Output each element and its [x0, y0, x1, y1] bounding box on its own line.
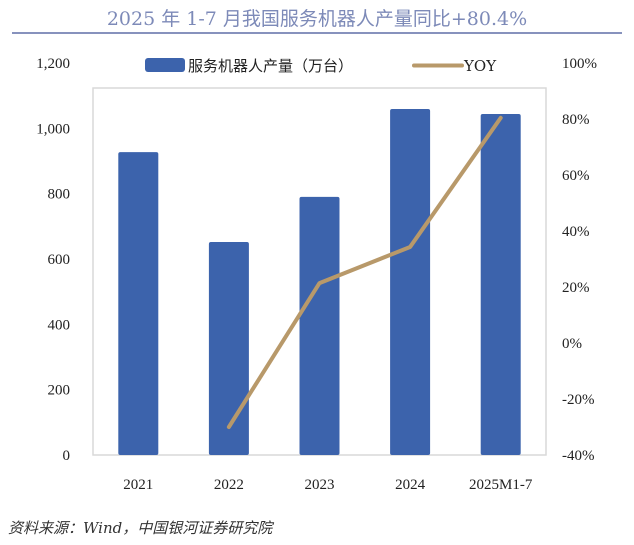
- bar-2021: [118, 152, 159, 455]
- right-axis-tick: 20%: [562, 280, 590, 296]
- title-divider: [12, 32, 622, 34]
- x-axis-tick: 2021: [123, 477, 153, 493]
- bar-2024: [390, 109, 431, 455]
- bar-2025M1-7: [480, 113, 521, 456]
- left-axis-tick: 200: [48, 383, 71, 399]
- bar-2023: [299, 196, 340, 455]
- right-axis-tick: 100%: [562, 56, 597, 72]
- left-axis-tick: 400: [48, 317, 71, 333]
- x-axis-tick: 2025M1-7: [469, 477, 533, 493]
- right-axis-tick: 60%: [562, 168, 590, 184]
- left-axis-tick: 1,200: [36, 56, 70, 72]
- left-axis-tick: 0: [63, 448, 71, 464]
- left-axis-tick: 600: [48, 252, 71, 268]
- yoy-line: [226, 115, 503, 429]
- source-note: 资料来源：Wind，中国银河证券研究院: [8, 519, 273, 537]
- legend-bar-label: 服务机器人产量（万台）: [188, 57, 353, 75]
- right-axis-tick: 80%: [562, 112, 590, 128]
- left-axis-tick: 1,000: [36, 121, 70, 137]
- x-axis-tick: 2024: [395, 477, 426, 493]
- chart-title: 2025 年 1-7 月我国服务机器人产量同比+80.4%: [106, 8, 528, 30]
- right-axis-tick: 40%: [562, 224, 590, 240]
- x-axis-tick: 2023: [305, 477, 335, 493]
- legend-line-label: YOY: [463, 57, 497, 75]
- right-axis-tick: -20%: [562, 392, 595, 408]
- right-axis-tick: -40%: [562, 448, 595, 464]
- bar-2022: [208, 242, 249, 455]
- x-axis-tick: 2022: [214, 477, 244, 493]
- right-axis-tick: 0%: [562, 336, 582, 352]
- legend-bar-swatch: [145, 58, 185, 72]
- left-axis-tick: 800: [48, 187, 71, 203]
